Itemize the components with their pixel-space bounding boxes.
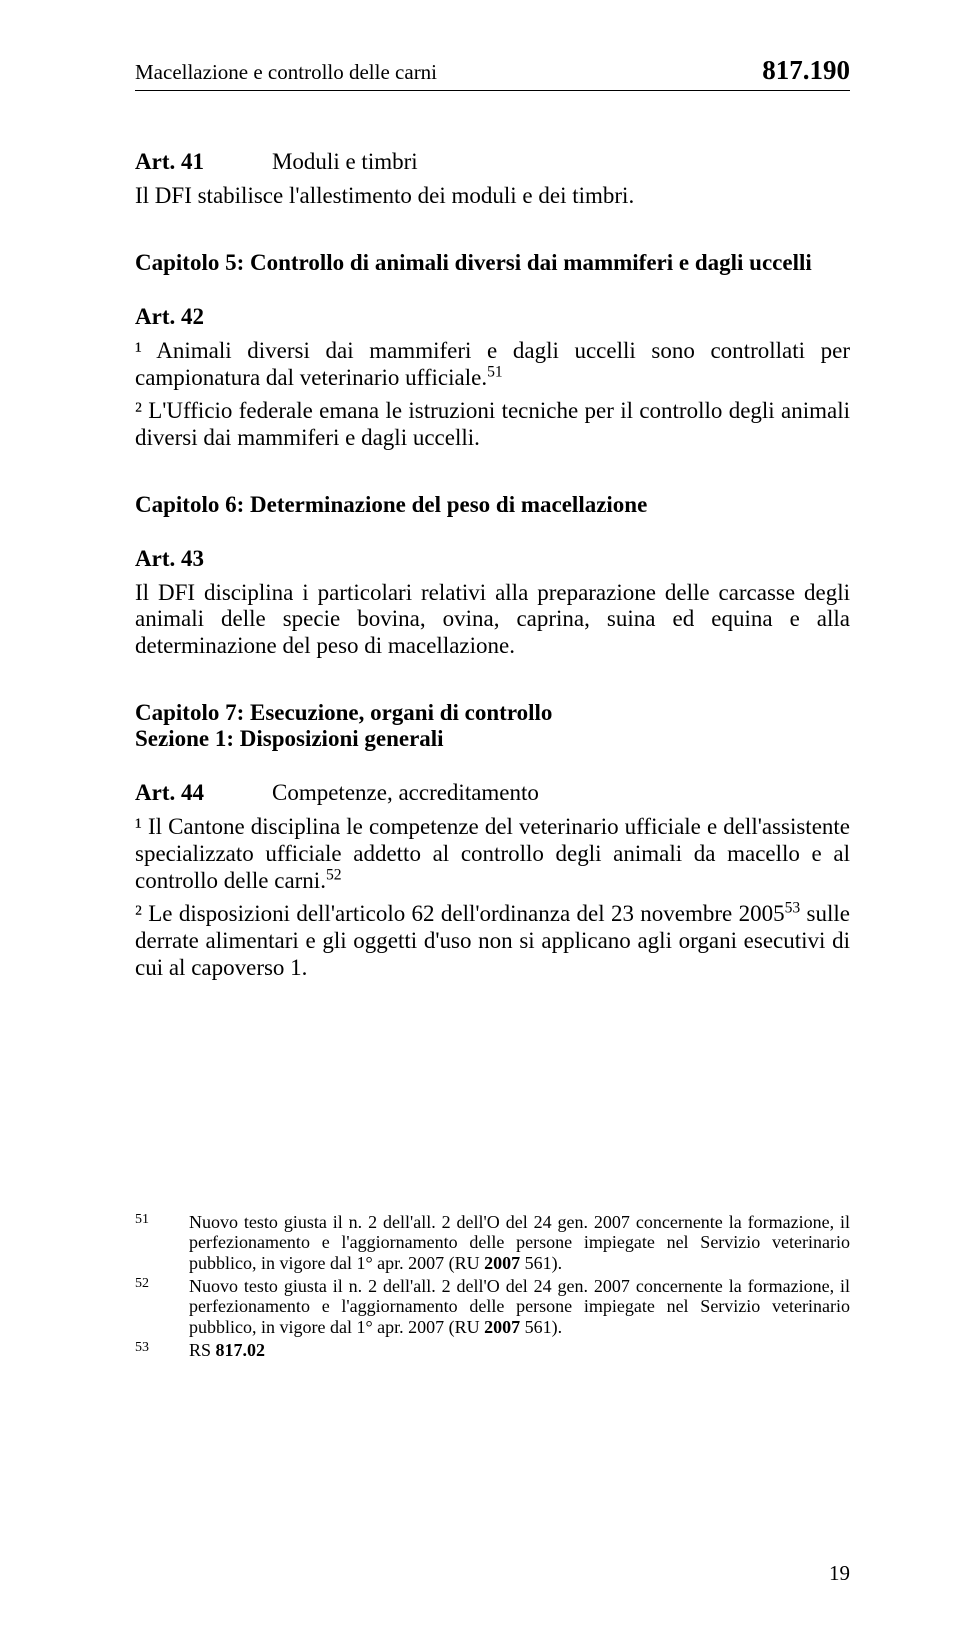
art43-label: Art. 43 [135, 546, 850, 572]
art44-heading: Art. 44 Competenze, accreditamento [135, 780, 850, 806]
header-title: Macellazione e controllo delle carni [135, 60, 437, 85]
art44-p1-text: ¹ Il Cantone disciplina le competenze de… [135, 814, 850, 893]
section-art41: Art. 41 Moduli e timbri Il DFI stabilisc… [135, 149, 850, 210]
header-rule [135, 90, 850, 91]
art42-p1-fn: 51 [487, 363, 503, 380]
chapter6-heading: Capitolo 6: Determinazione del peso di m… [135, 492, 850, 518]
footnote-52: 52 Nuovo testo giusta il n. 2 dell'all. … [135, 1276, 850, 1338]
footnote-51-text-bold: 2007 [484, 1253, 520, 1273]
footnote-51-text-b: 561). [520, 1253, 562, 1273]
art41-label: Art. 41 [135, 149, 204, 175]
footnote-53: 53 RS 817.02 [135, 1340, 850, 1361]
section-art42: Art. 42 ¹ Animali diversi dai mammiferi … [135, 304, 850, 452]
footnote-53-text-bold: 817.02 [216, 1340, 266, 1360]
section-art44: Art. 44 Competenze, accreditamento ¹ Il … [135, 780, 850, 981]
art42-p2: ² L'Ufficio federale emana le istruzioni… [135, 398, 850, 452]
chapter7-line2: Sezione 1: Disposizioni generali [135, 726, 850, 752]
footnotes: 51 Nuovo testo giusta il n. 2 dell'all. … [135, 1212, 850, 1361]
art44-p1: ¹ Il Cantone disciplina le competenze de… [135, 814, 850, 895]
header-code: 817.190 [762, 55, 850, 86]
art44-label: Art. 44 [135, 780, 204, 806]
art44-title: Competenze, accreditamento [272, 780, 539, 806]
art44-p2: ² Le disposizioni dell'articolo 62 dell'… [135, 901, 850, 982]
section-art43: Art. 43 Il DFI disciplina i particolari … [135, 546, 850, 661]
art41-title: Moduli e timbri [272, 149, 418, 175]
footnote-53-text: RS 817.02 [189, 1340, 850, 1361]
art41-body: Il DFI stabilisce l'allestimento dei mod… [135, 183, 850, 210]
footnote-52-text-bold: 2007 [484, 1317, 520, 1337]
art42-p1: ¹ Animali diversi dai mammiferi e dagli … [135, 338, 850, 392]
art44-p1-fn: 52 [326, 866, 342, 883]
art41-heading: Art. 41 Moduli e timbri [135, 149, 850, 175]
footnote-52-text: Nuovo testo giusta il n. 2 dell'all. 2 d… [189, 1276, 850, 1338]
footnote-53-num: 53 [135, 1340, 189, 1361]
footnote-52-text-b: 561). [520, 1317, 562, 1337]
page-header: Macellazione e controllo delle carni 817… [135, 55, 850, 86]
footnote-53-text-a: RS [189, 1340, 216, 1360]
chapter5-heading: Capitolo 5: Controllo di animali diversi… [135, 250, 850, 276]
footnote-51-text: Nuovo testo giusta il n. 2 dell'all. 2 d… [189, 1212, 850, 1274]
art43-body: Il DFI disciplina i particolari relativi… [135, 580, 850, 661]
footnote-51-num: 51 [135, 1212, 189, 1274]
chapter7-line1: Capitolo 7: Esecuzione, organi di contro… [135, 700, 850, 726]
art44-p2-a: ² Le disposizioni dell'articolo 62 dell'… [135, 901, 785, 926]
page-number: 19 [829, 1561, 850, 1586]
art42-label: Art. 42 [135, 304, 850, 330]
footnote-51: 51 Nuovo testo giusta il n. 2 dell'all. … [135, 1212, 850, 1274]
footnote-52-num: 52 [135, 1276, 189, 1338]
art44-p2-fn: 53 [785, 899, 801, 916]
chapter7-heading: Capitolo 7: Esecuzione, organi di contro… [135, 700, 850, 752]
